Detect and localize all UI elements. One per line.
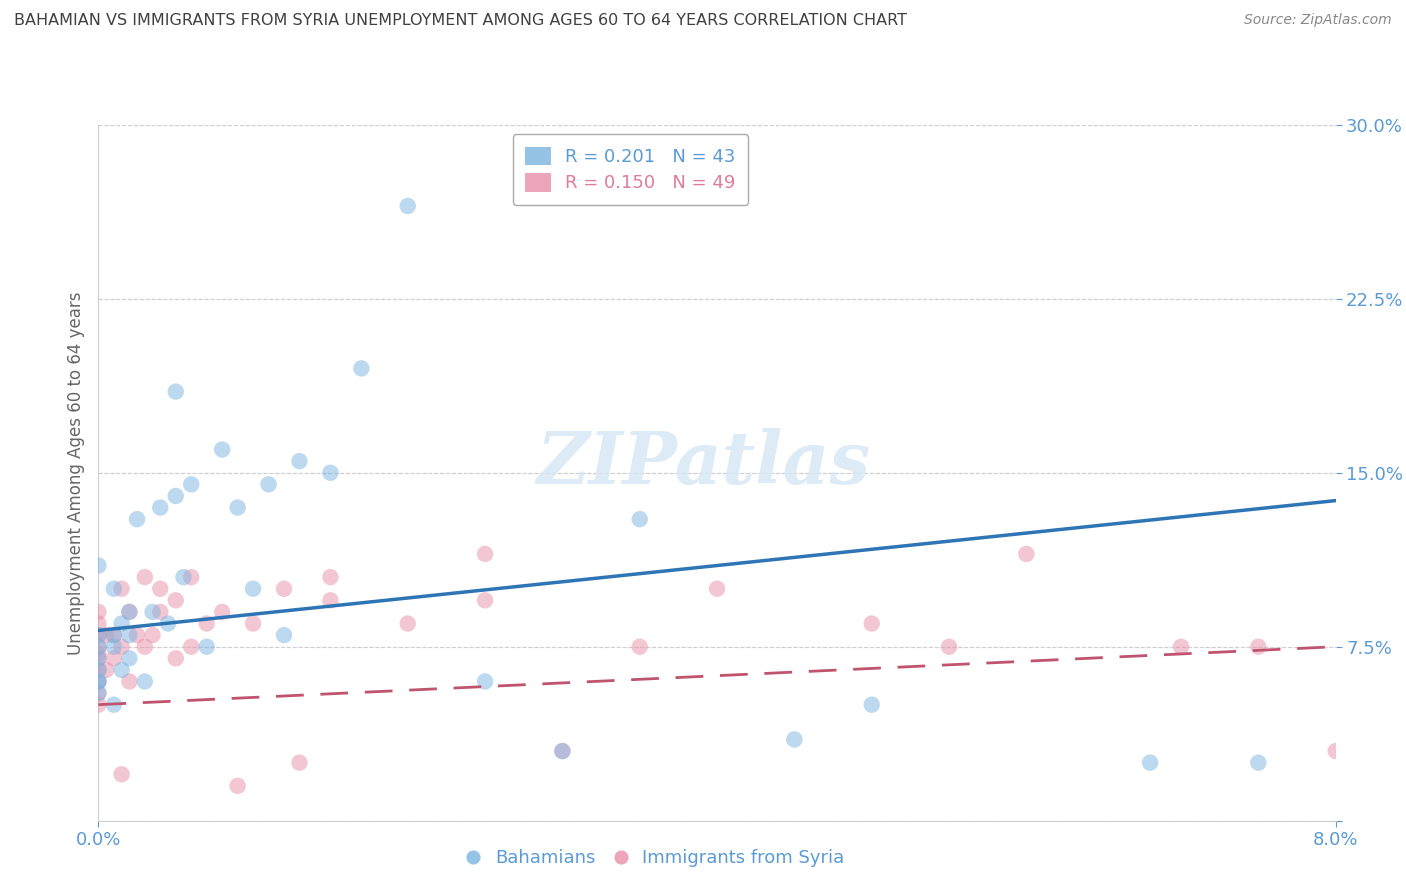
Point — [111, 582, 132, 596]
Text: ZIPatlas: ZIPatlas — [536, 428, 870, 500]
Point — [134, 570, 156, 584]
Point — [87, 674, 110, 689]
Point — [474, 593, 496, 607]
Point — [134, 674, 156, 689]
Point — [319, 466, 342, 480]
Point — [87, 651, 110, 665]
Point — [103, 628, 125, 642]
Point — [165, 651, 187, 665]
Point — [118, 605, 141, 619]
Point — [628, 512, 651, 526]
Point — [1247, 640, 1270, 654]
Point — [103, 582, 125, 596]
Point — [87, 647, 110, 661]
Point — [87, 605, 110, 619]
Point — [103, 698, 125, 712]
Point — [288, 454, 311, 468]
Point — [273, 628, 295, 642]
Text: BAHAMIAN VS IMMIGRANTS FROM SYRIA UNEMPLOYMENT AMONG AGES 60 TO 64 YEARS CORRELA: BAHAMIAN VS IMMIGRANTS FROM SYRIA UNEMPL… — [14, 13, 907, 29]
Point — [103, 640, 125, 654]
Point — [1139, 756, 1161, 770]
Point — [288, 756, 311, 770]
Point — [226, 500, 249, 515]
Point — [319, 570, 342, 584]
Point — [195, 616, 218, 631]
Point — [350, 361, 373, 376]
Point — [111, 767, 132, 781]
Point — [103, 651, 125, 665]
Point — [860, 616, 883, 631]
Point — [87, 640, 110, 654]
Point — [1324, 744, 1347, 758]
Point — [87, 663, 110, 677]
Y-axis label: Unemployment Among Ages 60 to 64 years: Unemployment Among Ages 60 to 64 years — [66, 291, 84, 655]
Point — [1170, 640, 1192, 654]
Point — [87, 558, 110, 573]
Point — [96, 628, 118, 642]
Point — [111, 640, 132, 654]
Point — [226, 779, 249, 793]
Point — [860, 698, 883, 712]
Point — [157, 616, 180, 631]
Point — [87, 686, 110, 700]
Point — [87, 640, 110, 654]
Text: Source: ZipAtlas.com: Source: ZipAtlas.com — [1244, 13, 1392, 28]
Point — [111, 616, 132, 631]
Point — [118, 605, 141, 619]
Point — [180, 477, 202, 491]
Point — [474, 547, 496, 561]
Point — [149, 605, 172, 619]
Point — [172, 570, 194, 584]
Point — [87, 674, 110, 689]
Point — [1015, 547, 1038, 561]
Point — [319, 593, 342, 607]
Point — [628, 640, 651, 654]
Point — [118, 674, 141, 689]
Point — [87, 698, 110, 712]
Point — [118, 628, 141, 642]
Point — [165, 384, 187, 399]
Point — [141, 628, 165, 642]
Point — [195, 640, 218, 654]
Point — [134, 640, 156, 654]
Point — [111, 663, 132, 677]
Point — [211, 605, 233, 619]
Point — [87, 686, 110, 700]
Point — [180, 640, 202, 654]
Point — [396, 616, 419, 631]
Point — [87, 663, 110, 677]
Point — [118, 651, 141, 665]
Point — [257, 477, 280, 491]
Point — [87, 616, 110, 631]
Point — [141, 605, 165, 619]
Point — [87, 651, 110, 665]
Point — [1247, 756, 1270, 770]
Point — [87, 628, 110, 642]
Point — [103, 628, 125, 642]
Point — [783, 732, 806, 747]
Point — [87, 674, 110, 689]
Legend: Bahamians, Immigrants from Syria: Bahamians, Immigrants from Syria — [458, 842, 852, 874]
Point — [96, 663, 118, 677]
Point — [165, 593, 187, 607]
Point — [551, 744, 574, 758]
Point — [474, 674, 496, 689]
Point — [551, 744, 574, 758]
Point — [242, 582, 264, 596]
Point — [242, 616, 264, 631]
Point — [127, 512, 149, 526]
Point — [149, 582, 172, 596]
Point — [127, 628, 149, 642]
Point — [149, 500, 172, 515]
Point — [396, 199, 419, 213]
Point — [87, 628, 110, 642]
Point — [180, 570, 202, 584]
Point — [273, 582, 295, 596]
Point — [211, 442, 233, 457]
Point — [706, 582, 728, 596]
Point — [938, 640, 960, 654]
Point — [165, 489, 187, 503]
